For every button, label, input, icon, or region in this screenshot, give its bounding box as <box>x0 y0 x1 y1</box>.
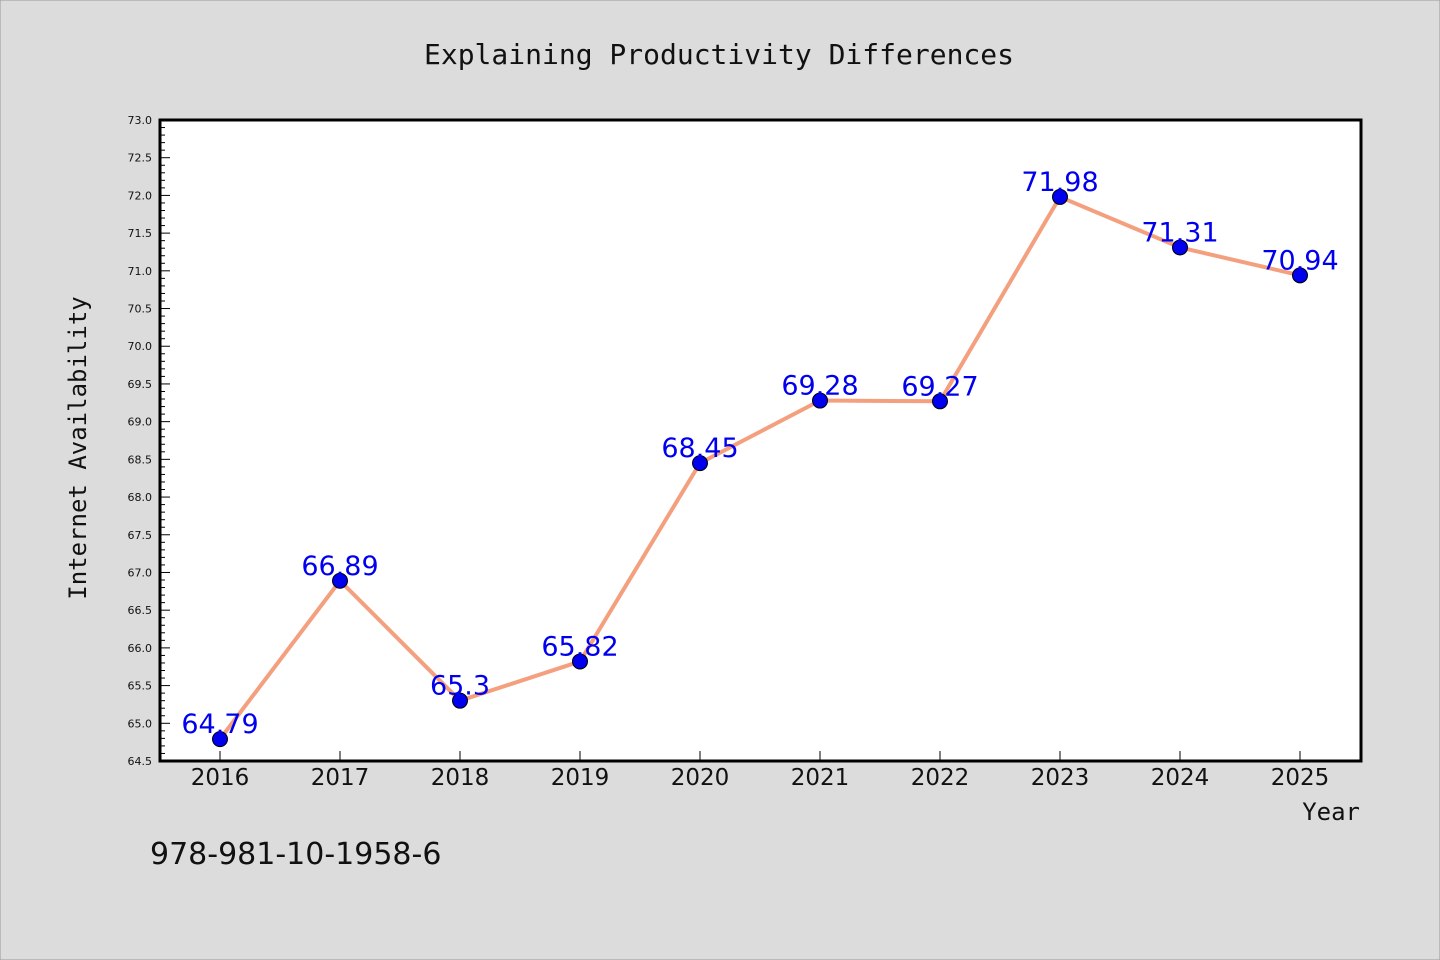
y-tick-label: 72.0 <box>128 189 153 202</box>
x-axis-ticks: 2016 2017 2018 2019 2020 2021 2022 2023 2024 2025 <box>191 751 1330 791</box>
data-label: 64.79 <box>181 709 258 740</box>
x-tick-label: 2024 <box>1151 765 1210 791</box>
y-tick-label: 72.5 <box>128 152 153 165</box>
data-point <box>452 692 468 709</box>
y-tick-label: 70.0 <box>128 340 153 353</box>
data-label: 71.31 <box>1141 217 1218 248</box>
y-axis-ticks: 64.5 65.0 65.5 66.0 66.5 67.0 67.5 68.0 68.5 69.0… <box>128 114 170 768</box>
x-tick-label: 2022 <box>911 765 970 791</box>
y-axis-label: Internet Availability <box>64 296 92 599</box>
data-point <box>812 392 828 409</box>
data-label: 69.27 <box>901 371 978 402</box>
data-label: 65.3 <box>430 671 490 702</box>
x-axis-label: Year <box>1302 798 1360 826</box>
y-tick-label: 67.0 <box>128 566 153 579</box>
x-tick-label: 2023 <box>1031 765 1090 791</box>
data-point <box>1172 239 1188 256</box>
y-tick-label: 71.5 <box>128 227 153 240</box>
y-tick-label: 66.0 <box>128 642 153 655</box>
y-tick-label: 67.5 <box>128 529 153 542</box>
y-tick-label: 69.5 <box>128 378 153 391</box>
plot-frame <box>158 118 1363 763</box>
x-tick-label: 2017 <box>311 765 370 791</box>
data-point <box>212 731 228 748</box>
y-tick-label: 64.5 <box>128 755 153 768</box>
data-label: 69.28 <box>781 371 858 402</box>
y-tick-label: 73.0 <box>128 114 153 127</box>
x-tick-label: 2018 <box>431 765 490 791</box>
series-group: 64.79 66.89 65.3 65.82 68.45 69.28 69.27 71.98 7… <box>181 167 1339 748</box>
data-label: 68.45 <box>661 433 738 464</box>
x-tick-label: 2016 <box>191 765 250 791</box>
y-tick-label: 69.0 <box>128 416 153 429</box>
data-label: 70.94 <box>1261 245 1338 276</box>
y-tick-label: 65.5 <box>128 680 153 693</box>
data-point <box>1052 188 1068 205</box>
x-tick-label: 2021 <box>791 765 850 791</box>
data-point <box>572 653 588 670</box>
annotation-text: 978-981-10-1958-6 <box>150 837 441 872</box>
data-point <box>932 393 948 410</box>
x-tick-label: 2020 <box>671 765 730 791</box>
data-label: 71.98 <box>1021 167 1098 198</box>
data-point <box>692 455 708 472</box>
y-tick-label: 70.5 <box>128 303 153 316</box>
y-tick-label: 68.5 <box>128 453 153 466</box>
y-tick-label: 65.0 <box>128 717 153 730</box>
series-line <box>218 194 1301 741</box>
data-label: 65.82 <box>541 631 618 662</box>
y-tick-label: 66.5 <box>128 604 153 617</box>
y-tick-label: 68.0 <box>128 491 153 504</box>
x-tick-label: 2019 <box>551 765 610 791</box>
data-point <box>1292 267 1308 284</box>
x-tick-label: 2025 <box>1271 765 1330 791</box>
data-label: 66.89 <box>301 551 378 582</box>
data-point <box>332 572 348 589</box>
chart-title: Explaining Productivity Differences <box>424 38 1014 71</box>
y-tick-label: 71.0 <box>128 265 153 278</box>
plot-area <box>160 120 1361 761</box>
